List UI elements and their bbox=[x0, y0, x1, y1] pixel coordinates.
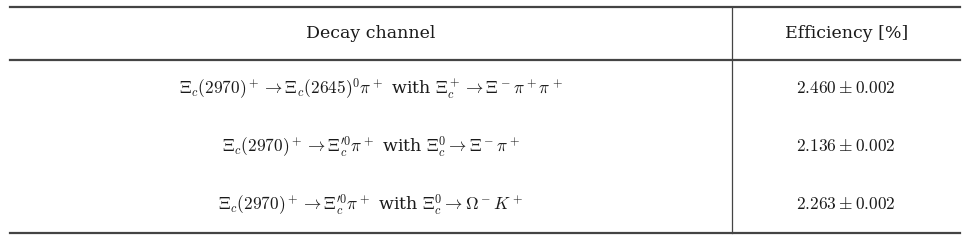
Text: $2.460 \pm 0.002$: $2.460 \pm 0.002$ bbox=[796, 80, 895, 97]
Text: $\Xi_c(2970)^+ \rightarrow \Xi_c(2645)^0\pi^+$ with $\Xi_c^+ \rightarrow \Xi^-\p: $\Xi_c(2970)^+ \rightarrow \Xi_c(2645)^0… bbox=[179, 77, 562, 102]
Text: Efficiency [%]: Efficiency [%] bbox=[784, 25, 907, 42]
Text: $\Xi_c(2970)^+ \rightarrow \Xi_c^{\prime 0}\pi^+$ with $\Xi_c^0 \rightarrow \Ome: $\Xi_c(2970)^+ \rightarrow \Xi_c^{\prime… bbox=[218, 192, 523, 216]
Text: $2.263 \pm 0.002$: $2.263 \pm 0.002$ bbox=[796, 196, 895, 213]
Text: Decay channel: Decay channel bbox=[306, 25, 435, 42]
Text: $2.136 \pm 0.002$: $2.136 \pm 0.002$ bbox=[796, 138, 895, 155]
Text: $\Xi_c(2970)^+ \rightarrow \Xi_c^{\prime 0}\pi^+$ with $\Xi_c^0 \rightarrow \Xi^: $\Xi_c(2970)^+ \rightarrow \Xi_c^{\prime… bbox=[222, 134, 519, 159]
